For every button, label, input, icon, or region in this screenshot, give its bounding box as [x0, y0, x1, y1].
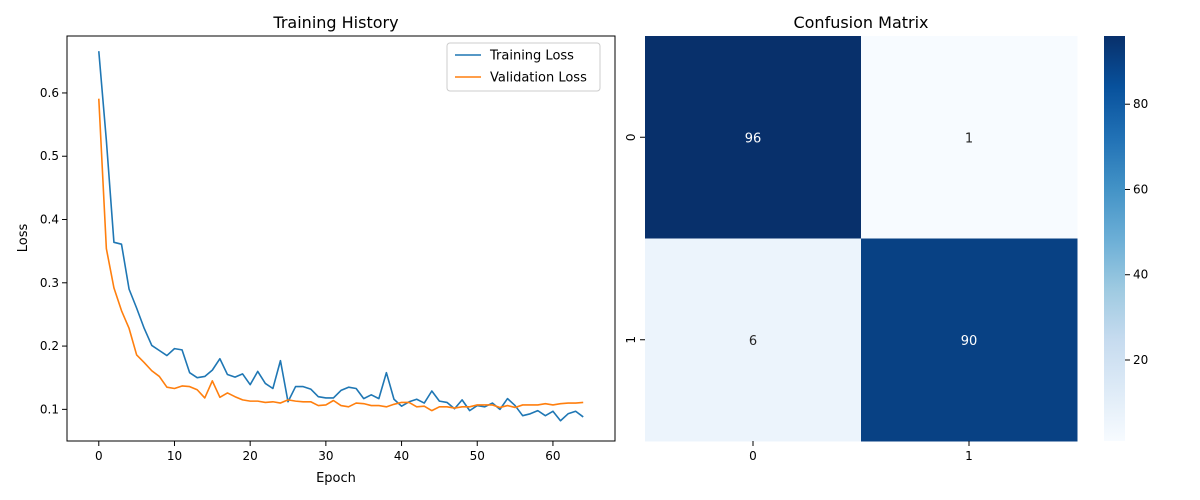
colorbar-tick-label: 80: [1133, 97, 1148, 111]
legend-label-validation-loss: Validation Loss: [490, 71, 587, 86]
y-tick-label: 0.6: [40, 86, 59, 100]
colorbar-gradient: [1104, 36, 1125, 441]
cell-value-label: 96: [745, 131, 762, 146]
row-label: 1: [624, 336, 638, 344]
series-line-validation-loss: [97, 98, 584, 412]
colorbar: 20 40 60 80: [1104, 36, 1148, 441]
cell-value-label: 90: [961, 334, 978, 349]
heatmap-axis-labels: 0 1 0 1: [624, 133, 973, 463]
cell-value-label: 6: [749, 334, 757, 349]
y-tick-label: 0.3: [40, 276, 59, 290]
x-tick-label: 60: [545, 449, 560, 463]
y-tick-label: 0.4: [40, 213, 59, 227]
plot-frame: [66, 35, 616, 442]
chart-title: Training History: [272, 13, 398, 32]
x-tick-label: 30: [318, 449, 333, 463]
x-tick-label: 50: [470, 449, 485, 463]
colorbar-tick-label: 40: [1133, 268, 1148, 282]
confusion-matrix-chart: Confusion Matrix 96 1 6 90 0 1 0 1 20 40 60 80: [624, 13, 1148, 463]
row-label: 0: [624, 133, 638, 141]
y-tick-label: 0.2: [40, 339, 59, 353]
heatmap-cell: [861, 238, 1078, 442]
column-label: 1: [965, 449, 973, 463]
x-axis-ticks: 0 10 20 30 40 50 60: [95, 441, 561, 463]
series-line-training-loss: [97, 51, 584, 422]
y-axis-label: Loss: [16, 224, 31, 253]
x-tick-label: 40: [394, 449, 409, 463]
y-tick-label: 0.5: [40, 149, 59, 163]
colorbar-ticks: 20 40 60 80: [1125, 97, 1148, 367]
y-tick-label: 0.1: [40, 402, 59, 416]
x-tick-label: 0: [95, 449, 103, 463]
legend: Training Loss Validation Loss: [446, 42, 601, 92]
colorbar-tick-label: 60: [1133, 182, 1148, 196]
x-axis-label: Epoch: [316, 471, 356, 486]
training-history-chart: Training History 0 10 20 30 40 50 60 0.1 0.2 0.3…: [16, 13, 616, 486]
heatmap-cell: [861, 36, 1078, 239]
heatmap-cell: [645, 36, 862, 239]
y-axis-ticks: 0.1 0.2 0.3 0.4 0.5 0.6: [40, 86, 67, 416]
line-series-group: [97, 51, 584, 422]
heatmap-cell: [645, 238, 862, 442]
chart-title: Confusion Matrix: [793, 13, 928, 32]
legend-box: [446, 42, 601, 92]
x-tick-label: 20: [243, 449, 258, 463]
legend-label-training-loss: Training Loss: [489, 49, 574, 64]
x-tick-label: 10: [167, 449, 182, 463]
cell-value-label: 1: [965, 131, 973, 146]
heatmap-cells: 96 1 6 90: [645, 36, 1078, 442]
colorbar-tick-label: 20: [1133, 353, 1148, 367]
column-label: 0: [749, 449, 757, 463]
